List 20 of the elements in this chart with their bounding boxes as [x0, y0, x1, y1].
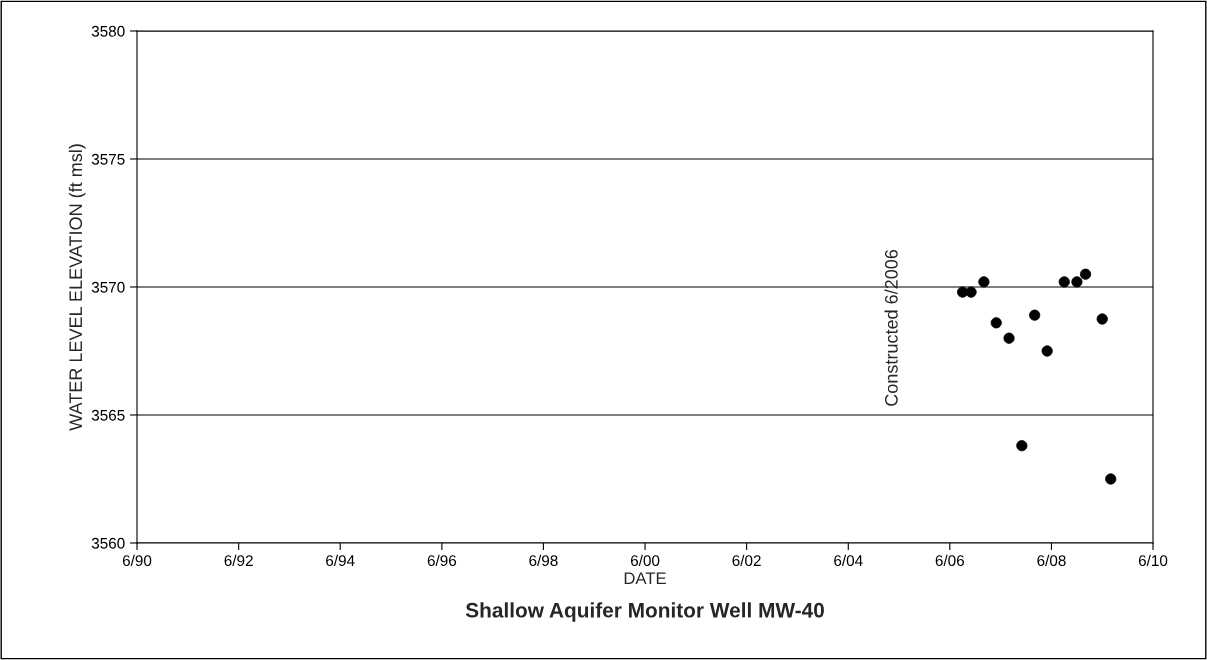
x-tick-label: 6/06 [935, 554, 964, 567]
text: Shallow Aquifer Monitor Well MW-40 [465, 602, 824, 622]
x-tick-label: 6/90 [122, 554, 152, 567]
y-tick-label: 3570 [91, 281, 125, 293]
x-tick-label: 6/08 [1037, 554, 1066, 567]
x-tick-label: 6/94 [326, 554, 355, 567]
x-tick-label: 6/96 [427, 554, 457, 567]
x-tick-label: 6/10 [1138, 554, 1168, 567]
x-tick-label: 6/00 [630, 554, 660, 567]
x-tick-label: 6/98 [529, 554, 558, 567]
y-tick-label: 3560 [91, 537, 125, 549]
y-tick-label: 3575 [91, 153, 125, 165]
x-tick-label: 6/92 [224, 554, 253, 567]
x-axis-title: DATE [624, 572, 666, 584]
y-axis-title: WATER LEVEL ELEVATION (ft msl) [68, 144, 86, 431]
y-tick-label: 3565 [91, 409, 125, 421]
x-tick-label: 6/04 [834, 554, 863, 567]
y-tick-label: 3580 [91, 25, 125, 37]
x-tick-label: 6/02 [732, 554, 761, 567]
annotation: Constructed 6/2006 [884, 249, 898, 406]
